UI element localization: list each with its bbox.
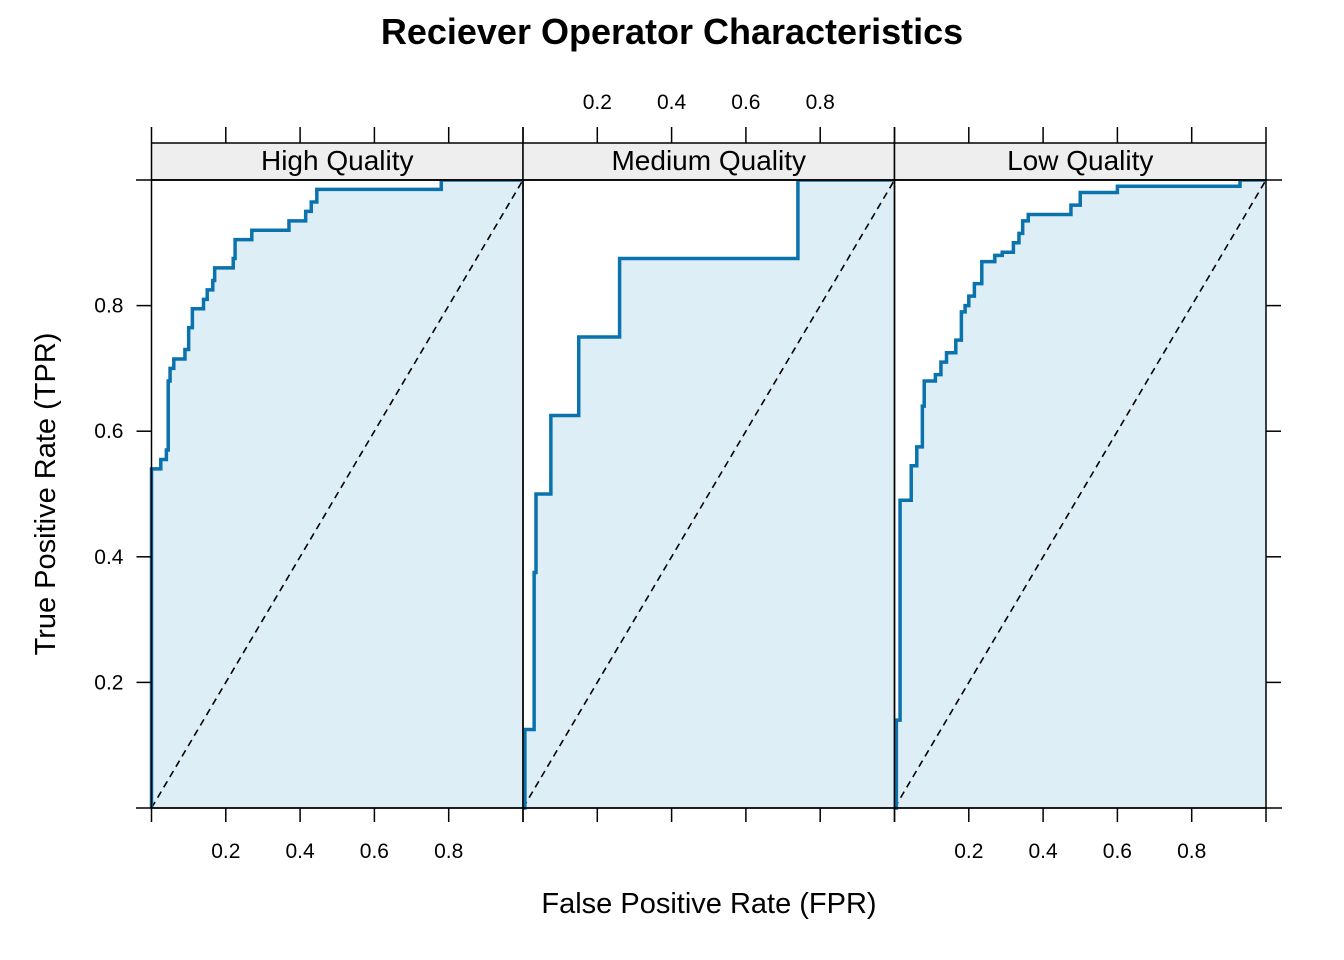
- roc-curve: [894, 178, 1266, 810]
- panel-3: Low Quality 0.2 0.4 0.6 0.8: [893, 127, 1267, 863]
- strip-header: [522, 142, 896, 181]
- x-tick-label: 0.6: [1103, 840, 1132, 863]
- reference-diagonal: [522, 179, 896, 809]
- x-tick-label: 0.8: [1177, 840, 1206, 863]
- strip-label: Medium Quality: [611, 145, 806, 176]
- y-tick-label: 0.2: [94, 671, 123, 694]
- x-tick-label: 0.6: [360, 840, 389, 863]
- chart-title: Reciever Operator Characteristics: [381, 11, 963, 52]
- plot-area: High Quality 0.2 0.4 0.6 0.8 Medium Quality 0.…: [94, 91, 1282, 863]
- x-tick-label: 0.8: [434, 840, 463, 863]
- x-tick-label: 0.2: [211, 840, 240, 863]
- strip-header: [150, 142, 524, 181]
- x-axis-label: False Positive Rate (FPR): [541, 888, 876, 920]
- roc-curve: [149, 178, 523, 808]
- roc-curve: [523, 178, 895, 810]
- strip-label: Low Quality: [1007, 145, 1153, 176]
- y-tick-label: 0.6: [94, 420, 123, 443]
- panel-1: High Quality 0.2 0.4 0.6 0.8: [149, 127, 524, 863]
- x-tick-label-top: 0.6: [731, 91, 760, 114]
- y-axis-label: True Positive Rate (TPR): [30, 333, 62, 656]
- y-tick-label: 0.4: [94, 546, 124, 569]
- y-tick-label: 0.8: [94, 295, 123, 318]
- panel-2: Medium Quality 0.2 0.4 0.6 0.8: [522, 91, 896, 822]
- x-tick-label-top: 0.2: [583, 91, 612, 114]
- strip-header: [893, 142, 1267, 181]
- x-tick-label: 0.4: [285, 840, 315, 863]
- x-tick-label-top: 0.8: [806, 91, 835, 114]
- reference-diagonal: [150, 179, 524, 809]
- x-tick-label: 0.2: [954, 840, 983, 863]
- x-tick-label-top: 0.4: [657, 91, 687, 114]
- strip-label: High Quality: [261, 145, 414, 176]
- reference-diagonal: [893, 179, 1267, 809]
- x-tick-label: 0.4: [1028, 840, 1058, 863]
